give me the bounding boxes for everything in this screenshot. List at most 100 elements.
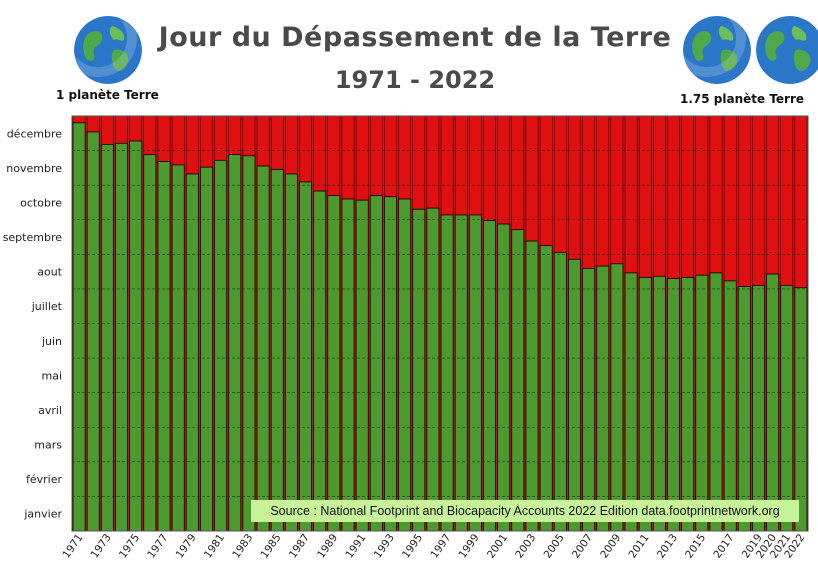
- bar-earth-2004: [539, 245, 553, 532]
- bar-overshoot-1989: [327, 115, 341, 196]
- chart-title: Jour du Dépassement de la Terre: [158, 22, 672, 53]
- month-label-novembre: novembre: [6, 162, 62, 175]
- year-label-1997: 1997: [428, 532, 453, 561]
- year-label-1981: 1981: [202, 532, 227, 561]
- bar-overshoot-2005: [553, 115, 567, 253]
- right-earth-label: 1.75 planète Terre: [680, 92, 805, 106]
- bar-earth-2010: [624, 272, 638, 532]
- bar-overshoot-1983: [242, 115, 256, 157]
- bar-earth-1982: [228, 154, 242, 532]
- bar-overshoot-1996: [426, 115, 440, 209]
- bar-overshoot-2019: [752, 115, 765, 286]
- bar-earth-1996: [426, 207, 440, 532]
- year-label-2005: 2005: [542, 532, 567, 561]
- bar-overshoot-2006: [568, 115, 581, 260]
- bar-earth-2001: [497, 223, 511, 532]
- bar-overshoot-1991: [355, 115, 369, 201]
- bar-earth-2016: [709, 272, 723, 532]
- bar-overshoot-1990: [341, 115, 355, 200]
- bar-earth-1987: [299, 181, 313, 532]
- year-label-2017: 2017: [711, 532, 736, 561]
- bar-overshoot-1986: [285, 115, 298, 175]
- bar-earth-1986: [284, 173, 298, 532]
- bar-earth-1991: [355, 199, 369, 532]
- bar-overshoot-1985: [270, 115, 284, 170]
- bar-earth-2012: [652, 275, 666, 532]
- month-label-octobre: octobre: [20, 196, 62, 209]
- bar-earth-1999: [468, 214, 482, 532]
- bar-overshoot-2009: [610, 115, 624, 265]
- bar-overshoot-2022: [794, 115, 808, 288]
- month-label-février: février: [26, 473, 62, 486]
- bar-earth-1993: [383, 196, 397, 532]
- bar-overshoot-2008: [596, 115, 610, 267]
- bar-earth-2015: [695, 274, 709, 532]
- bar-overshoot-1973: [101, 115, 114, 145]
- bar-earth-2005: [553, 252, 567, 532]
- chart-subtitle: 1971 - 2022: [334, 66, 496, 94]
- year-label-1995: 1995: [400, 532, 425, 561]
- bar-earth-2008: [596, 265, 610, 532]
- bar-overshoot-2012: [653, 115, 666, 277]
- bar-earth-1992: [369, 195, 383, 532]
- year-label-2015: 2015: [683, 532, 708, 561]
- bar-earth-1990: [341, 198, 355, 532]
- bar-overshoot-1995: [412, 115, 426, 210]
- bar-overshoot-1975: [129, 115, 143, 142]
- year-label-2007: 2007: [570, 532, 595, 561]
- bar-earth-1972: [86, 131, 100, 532]
- bar-overshoot-2018: [737, 115, 751, 287]
- bar-overshoot-1984: [256, 115, 270, 167]
- year-label-2013: 2013: [655, 532, 680, 561]
- bar-overshoot-2016: [709, 115, 723, 274]
- bar-overshoot-1974: [115, 115, 128, 144]
- year-label-1991: 1991: [343, 532, 368, 561]
- month-label-mars: mars: [34, 439, 62, 452]
- bar-overshoot-2000: [483, 115, 496, 221]
- bar-earth-2007: [582, 267, 596, 532]
- month-label-avril: avril: [38, 404, 62, 417]
- bar-overshoot-2017: [723, 115, 737, 282]
- bar-overshoot-1982: [228, 115, 242, 155]
- month-label-aout: aout: [37, 266, 62, 279]
- bar-overshoot-1993: [384, 115, 397, 197]
- bar-overshoot-2010: [624, 115, 638, 274]
- source-note: Source : National Footprint and Biocapac…: [251, 500, 799, 522]
- year-label-1983: 1983: [230, 532, 255, 561]
- bar-earth-1971: [72, 122, 86, 532]
- bar-overshoot-2014: [681, 115, 695, 278]
- bar-earth-2019: [751, 285, 765, 532]
- bar-earth-2014: [681, 277, 695, 532]
- bar-overshoot-1987: [299, 115, 312, 183]
- year-label-2009: 2009: [598, 532, 623, 561]
- bar-earth-2002: [511, 229, 525, 532]
- bar-overshoot-2002: [511, 115, 525, 230]
- month-label-décembre: décembre: [7, 127, 63, 140]
- year-label-1989: 1989: [315, 532, 340, 561]
- year-label-2001: 2001: [485, 532, 510, 561]
- bar-overshoot-1997: [440, 115, 454, 216]
- bar-earth-2020: [766, 273, 780, 532]
- month-label-janvier: janvier: [23, 508, 62, 521]
- bar-earth-1976: [143, 154, 157, 532]
- bar-earth-1974: [115, 142, 129, 532]
- bar-overshoot-2003: [525, 115, 539, 242]
- bar-overshoot-1988: [313, 115, 327, 192]
- bar-earth-2003: [525, 240, 539, 532]
- bar-earth-2006: [567, 258, 581, 532]
- year-label-2003: 2003: [513, 532, 538, 561]
- bar-overshoot-1977: [157, 115, 171, 162]
- bar-earth-2011: [638, 277, 652, 532]
- bar-earth-2013: [667, 278, 681, 532]
- bar-earth-1981: [214, 159, 228, 532]
- month-label-mai: mai: [41, 369, 62, 382]
- bar-overshoot-2015: [695, 115, 709, 276]
- earth-globe-icon: [74, 16, 142, 84]
- year-label-1973: 1973: [89, 532, 114, 561]
- earth-globe-icon: [683, 16, 751, 84]
- year-label-1971: 1971: [60, 532, 85, 561]
- bar-earth-1975: [129, 140, 143, 532]
- year-label-1979: 1979: [174, 532, 199, 561]
- bar-overshoot-1981: [214, 115, 227, 161]
- bar-overshoot-2004: [539, 115, 553, 246]
